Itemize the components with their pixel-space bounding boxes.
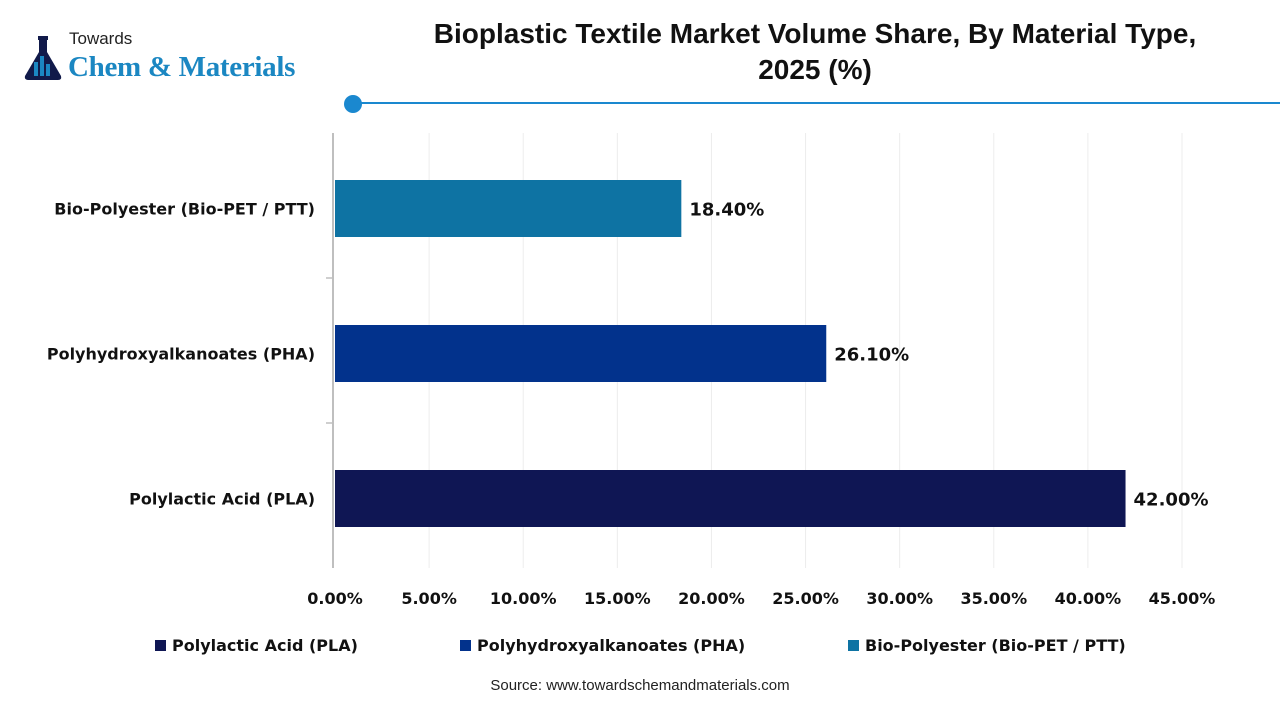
bar: [335, 180, 682, 237]
x-tick-label: 25.00%: [772, 589, 839, 608]
legend-swatch: [848, 640, 859, 651]
logo-towards: Towards: [69, 29, 133, 48]
legend-item-bio-polyester: Bio-Polyester (Bio-PET / PTT): [848, 636, 1126, 655]
bar: [335, 470, 1126, 527]
x-tick-label: 35.00%: [960, 589, 1027, 608]
legend-item-pha: Polyhydroxyalkanoates (PHA): [460, 636, 745, 655]
legend-label: Polyhydroxyalkanoates (PHA): [477, 636, 746, 655]
x-tick-label: 45.00%: [1149, 589, 1216, 608]
data-label: 26.10%: [834, 345, 909, 366]
x-tick-label: 0.00%: [307, 589, 363, 608]
category-label: Polyhydroxyalkanoates (PHA): [47, 345, 315, 364]
x-tick-label: 40.00%: [1055, 589, 1122, 608]
legend-label: Polylactic Acid (PLA): [172, 636, 358, 655]
x-tick-label: 15.00%: [584, 589, 651, 608]
data-label: 42.00%: [1134, 490, 1209, 511]
x-tick-label: 30.00%: [866, 589, 933, 608]
legend: Polylactic Acid (PLA) Polyhydroxyalkanoa…: [0, 636, 1280, 658]
legend-label: Bio-Polyester (Bio-PET / PTT): [865, 636, 1126, 655]
logo: Towards Chem & Materials: [22, 30, 352, 86]
legend-item-pla: Polylactic Acid (PLA): [155, 636, 358, 655]
source-note: Source: www.towardschemandmaterials.com: [490, 677, 790, 694]
chart-title-line-2: 2025 (%): [758, 54, 872, 85]
title-divider: [353, 102, 1280, 104]
category-label: Polylactic Acid (PLA): [129, 490, 315, 509]
legend-swatch: [460, 640, 471, 651]
legend-swatch: [155, 640, 166, 651]
x-tick-label: 10.00%: [490, 589, 557, 608]
x-tick-label: 20.00%: [678, 589, 745, 608]
flask-icon: [24, 36, 62, 80]
logo-brand: Chem & Materials: [68, 51, 296, 83]
bar: [335, 325, 827, 382]
category-label: Bio-Polyester (Bio-PET / PTT): [54, 200, 315, 219]
divider-dot: [344, 95, 362, 113]
data-label: 18.40%: [689, 200, 764, 221]
x-tick-label: 5.00%: [401, 589, 457, 608]
chart-title: Bioplastic Textile Market Volume Share, …: [350, 16, 1280, 88]
chart-title-line-1: Bioplastic Textile Market Volume Share, …: [433, 18, 1197, 49]
